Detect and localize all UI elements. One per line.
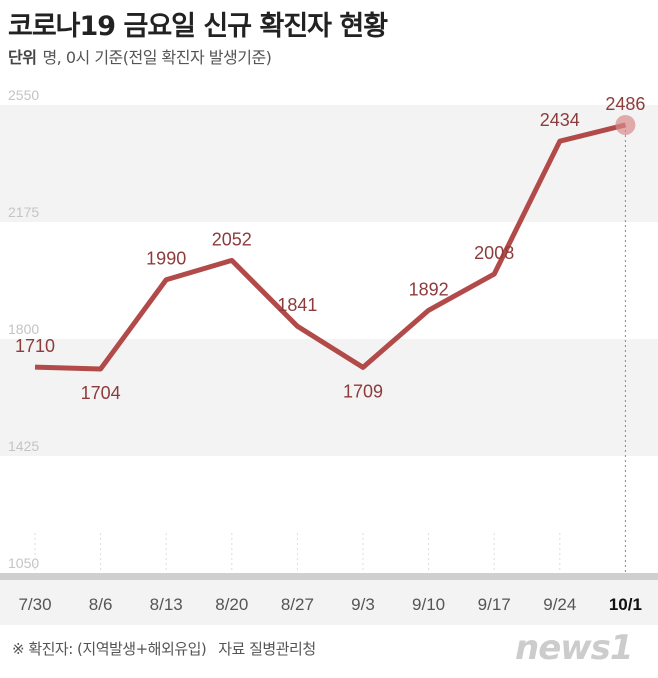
y-tick-label: 1050 bbox=[8, 555, 39, 571]
x-tick-label: 9/3 bbox=[351, 595, 375, 614]
data-label: 1710 bbox=[15, 336, 55, 356]
x-tick-label: 8/6 bbox=[89, 595, 113, 614]
x-axis-bar bbox=[0, 573, 658, 580]
unit-text: 명, 0시 기준(전일 확진자 발생기준) bbox=[42, 48, 272, 67]
footnote: ※ 확진자: (지역발생+해외유입) bbox=[12, 640, 207, 658]
y-tick-label: 1800 bbox=[8, 321, 39, 337]
highlight-point bbox=[615, 114, 636, 135]
y-tick-label: 2550 bbox=[8, 87, 39, 103]
data-label: 2052 bbox=[212, 229, 252, 249]
x-tick-label: 10/1 bbox=[609, 595, 642, 614]
x-tick-label: 8/20 bbox=[215, 595, 248, 614]
series-line bbox=[34, 122, 627, 372]
data-label: 2486 bbox=[605, 94, 645, 114]
data-label: 1892 bbox=[409, 279, 449, 299]
data-label: 2434 bbox=[540, 110, 580, 130]
news1-logo: news1 bbox=[515, 628, 634, 668]
source: 질병관리청 bbox=[249, 640, 316, 658]
data-label: 2008 bbox=[474, 243, 514, 263]
x-tick-label: 9/10 bbox=[412, 595, 445, 614]
data-label: 1841 bbox=[277, 295, 317, 315]
source-label: 자료 bbox=[218, 640, 245, 658]
grid-band bbox=[0, 456, 658, 573]
x-tick-label: 8/13 bbox=[150, 595, 183, 614]
data-label: 1990 bbox=[146, 249, 186, 269]
data-label: 1709 bbox=[343, 381, 383, 401]
y-tick-label: 2175 bbox=[8, 204, 39, 220]
x-tick-label: 9/17 bbox=[478, 595, 511, 614]
x-tick-label: 9/24 bbox=[543, 595, 576, 614]
footer: ※ 확진자: (지역발생+해외유입) 자료 질병관리청 bbox=[12, 638, 316, 659]
y-tick-label: 1425 bbox=[8, 438, 39, 454]
chart-subtitle: 단위 명, 0시 기준(전일 확진자 발생기준) bbox=[8, 44, 272, 68]
unit-label: 단위 bbox=[8, 48, 37, 67]
x-tick-label: 8/27 bbox=[281, 595, 314, 614]
x-label-band bbox=[0, 580, 658, 625]
grid-band bbox=[0, 222, 658, 339]
chart-title: 코로나19 금요일 신규 확진자 현황 bbox=[8, 11, 388, 42]
x-tick-label: 7/30 bbox=[18, 595, 51, 614]
data-label: 1704 bbox=[81, 383, 121, 403]
line-chart: 2550 2175 1800 1425 1050 7/30 8/6 8/13 8/20 8/27 9… bbox=[0, 87, 658, 625]
